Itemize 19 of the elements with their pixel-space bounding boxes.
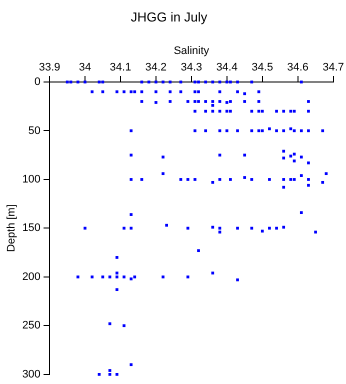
x-tick-label: 34.3 bbox=[180, 61, 202, 74]
x-axis-title: Salinity bbox=[174, 45, 210, 58]
y-tick-label: 200 bbox=[22, 270, 41, 283]
chart-title: JHGG in July bbox=[130, 9, 208, 24]
x-tick-label: 34.1 bbox=[110, 61, 132, 74]
y-axis-title: Depth [m] bbox=[6, 204, 18, 252]
x-tick-label: 34.6 bbox=[287, 61, 309, 74]
x-tick-label: 34.5 bbox=[252, 61, 274, 74]
x-tick-label: 34.2 bbox=[145, 61, 167, 74]
x-tick-label: 34 bbox=[78, 61, 92, 74]
y-tick-label: 100 bbox=[22, 174, 41, 186]
x-tick-label: 34.4 bbox=[216, 61, 238, 74]
y-tick-label: 0 bbox=[34, 76, 41, 88]
y-tick-label: 150 bbox=[22, 222, 41, 234]
y-tick-label: 50 bbox=[28, 124, 41, 137]
y-tick-label: 250 bbox=[22, 320, 41, 332]
y-tick-label: 300 bbox=[22, 368, 41, 380]
x-tick-label: 34.7 bbox=[322, 61, 344, 74]
x-tick-label: 33.9 bbox=[38, 61, 60, 74]
